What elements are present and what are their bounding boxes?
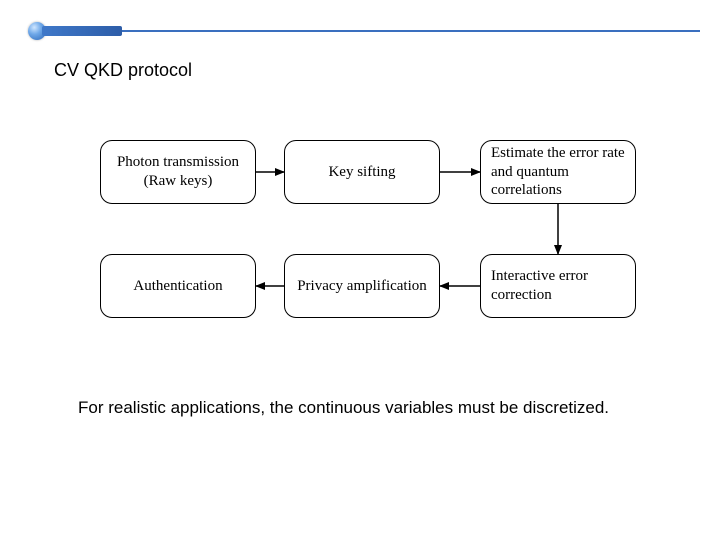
node-error-correction: Interactive error correction xyxy=(480,254,636,318)
node-label: Authentication xyxy=(133,277,222,296)
node-key-sifting: Key sifting xyxy=(284,140,440,204)
node-label: Interactive error correction xyxy=(491,267,625,305)
node-privacy-amplification: Privacy amplification xyxy=(284,254,440,318)
node-authentication: Authentication xyxy=(100,254,256,318)
flowchart: Photon transmission(Raw keys) Key siftin… xyxy=(0,0,720,540)
footer-text: For realistic applications, the continuo… xyxy=(78,398,609,418)
node-estimate-error: Estimate the error rate and quantum corr… xyxy=(480,140,636,204)
node-photon-transmission: Photon transmission(Raw keys) xyxy=(100,140,256,204)
node-label: Privacy amplification xyxy=(297,277,427,296)
node-label: Estimate the error rate and quantum corr… xyxy=(491,144,625,200)
node-label: Photon transmission(Raw keys) xyxy=(117,153,239,191)
node-label: Key sifting xyxy=(328,163,395,182)
